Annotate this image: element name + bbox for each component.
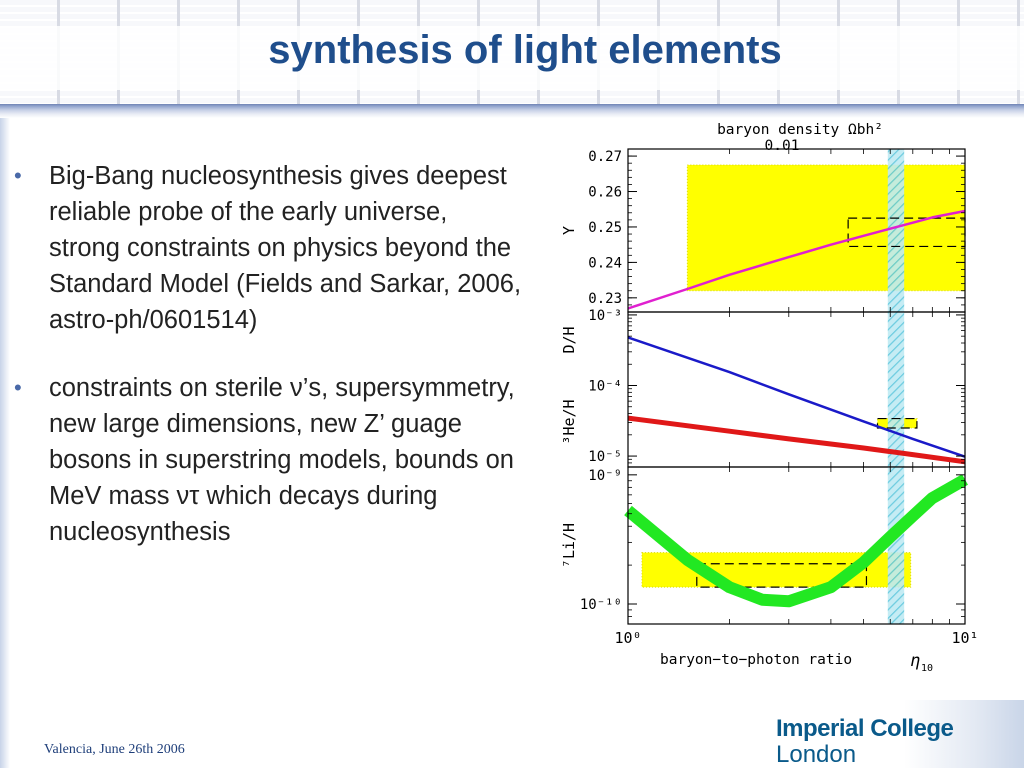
y-axis-label: D/H — [560, 326, 578, 353]
bullet-item: • constraints on sterile ν’s, supersymme… — [14, 370, 524, 550]
y-tick-label: 10⁻⁹ — [588, 468, 622, 484]
observation-box-dashed — [696, 563, 868, 588]
y-axis-label: ⁷Li/H — [560, 523, 578, 568]
y-tick-label: 10⁻¹⁰ — [580, 597, 622, 613]
bullet-text: Big-Bang nucleosynthesis gives deepest r… — [49, 162, 522, 334]
series-line — [627, 209, 966, 310]
y-axis-label: ³He/H — [560, 399, 578, 444]
top-tick-label: 0.01 — [765, 138, 800, 154]
top-axis-label: baryon density Ωbh² — [717, 122, 883, 138]
y-tick-label: 10⁻³ — [588, 308, 622, 324]
x-tick-label: 10⁰ — [614, 629, 641, 647]
bbn-abundance-chart: 0.27 0.26 0.25 0.24 0.23 Y 10⁻³ 10⁻⁴ 10⁻⁵ D/H ³He/… — [560, 122, 979, 674]
imperial-college-logo: Imperial College London — [776, 715, 954, 768]
bullet-text: constraints on sterile ν’s, supersymmetr… — [49, 374, 515, 546]
wmap-band — [887, 312, 905, 467]
x-tick-label: 10¹ — [951, 629, 978, 647]
series-line — [627, 415, 966, 465]
y-tick-label: 0.24 — [588, 255, 622, 271]
bullet-icon: • — [14, 375, 22, 400]
bullet-list: • Big-Bang nucleosynthesis gives deepest… — [14, 158, 524, 582]
title-band — [0, 26, 1024, 90]
bullet-icon: • — [14, 163, 22, 188]
footer-date: Valencia, June 26th 2006 — [44, 742, 185, 757]
series-line — [624, 474, 968, 608]
left-edge-decoration — [0, 118, 10, 768]
y-tick-label: 0.23 — [588, 291, 622, 307]
observation-box-dashed — [876, 417, 918, 429]
y-tick-label: 0.27 — [588, 149, 622, 165]
bullet-item: • Big-Bang nucleosynthesis gives deepest… — [14, 158, 524, 338]
observation-box-fill — [686, 164, 966, 292]
series-line — [627, 336, 966, 458]
x-axis-label: baryon−to−photon ratio — [660, 652, 852, 668]
panel-frame — [627, 311, 966, 468]
y-tick-label: 0.25 — [588, 220, 622, 236]
y-tick-label: 10⁻⁵ — [588, 449, 622, 465]
slide-title: synthesis of light elements — [268, 28, 782, 72]
header-rule — [0, 104, 1024, 118]
y-axis-label: Y — [560, 226, 578, 235]
panel-frame — [627, 466, 966, 625]
x-axis-symbol: η — [910, 651, 920, 671]
logo-line-1: Imperial College — [776, 715, 954, 742]
y-tick-label: 10⁻⁴ — [588, 378, 622, 394]
corner-decoration — [904, 700, 1024, 768]
wmap-band — [887, 149, 905, 312]
logo-line-2: London — [776, 741, 857, 768]
y-tick-label: 0.26 — [588, 185, 622, 201]
x-axis-subscript: 10 — [921, 663, 933, 674]
wmap-band — [887, 467, 905, 624]
